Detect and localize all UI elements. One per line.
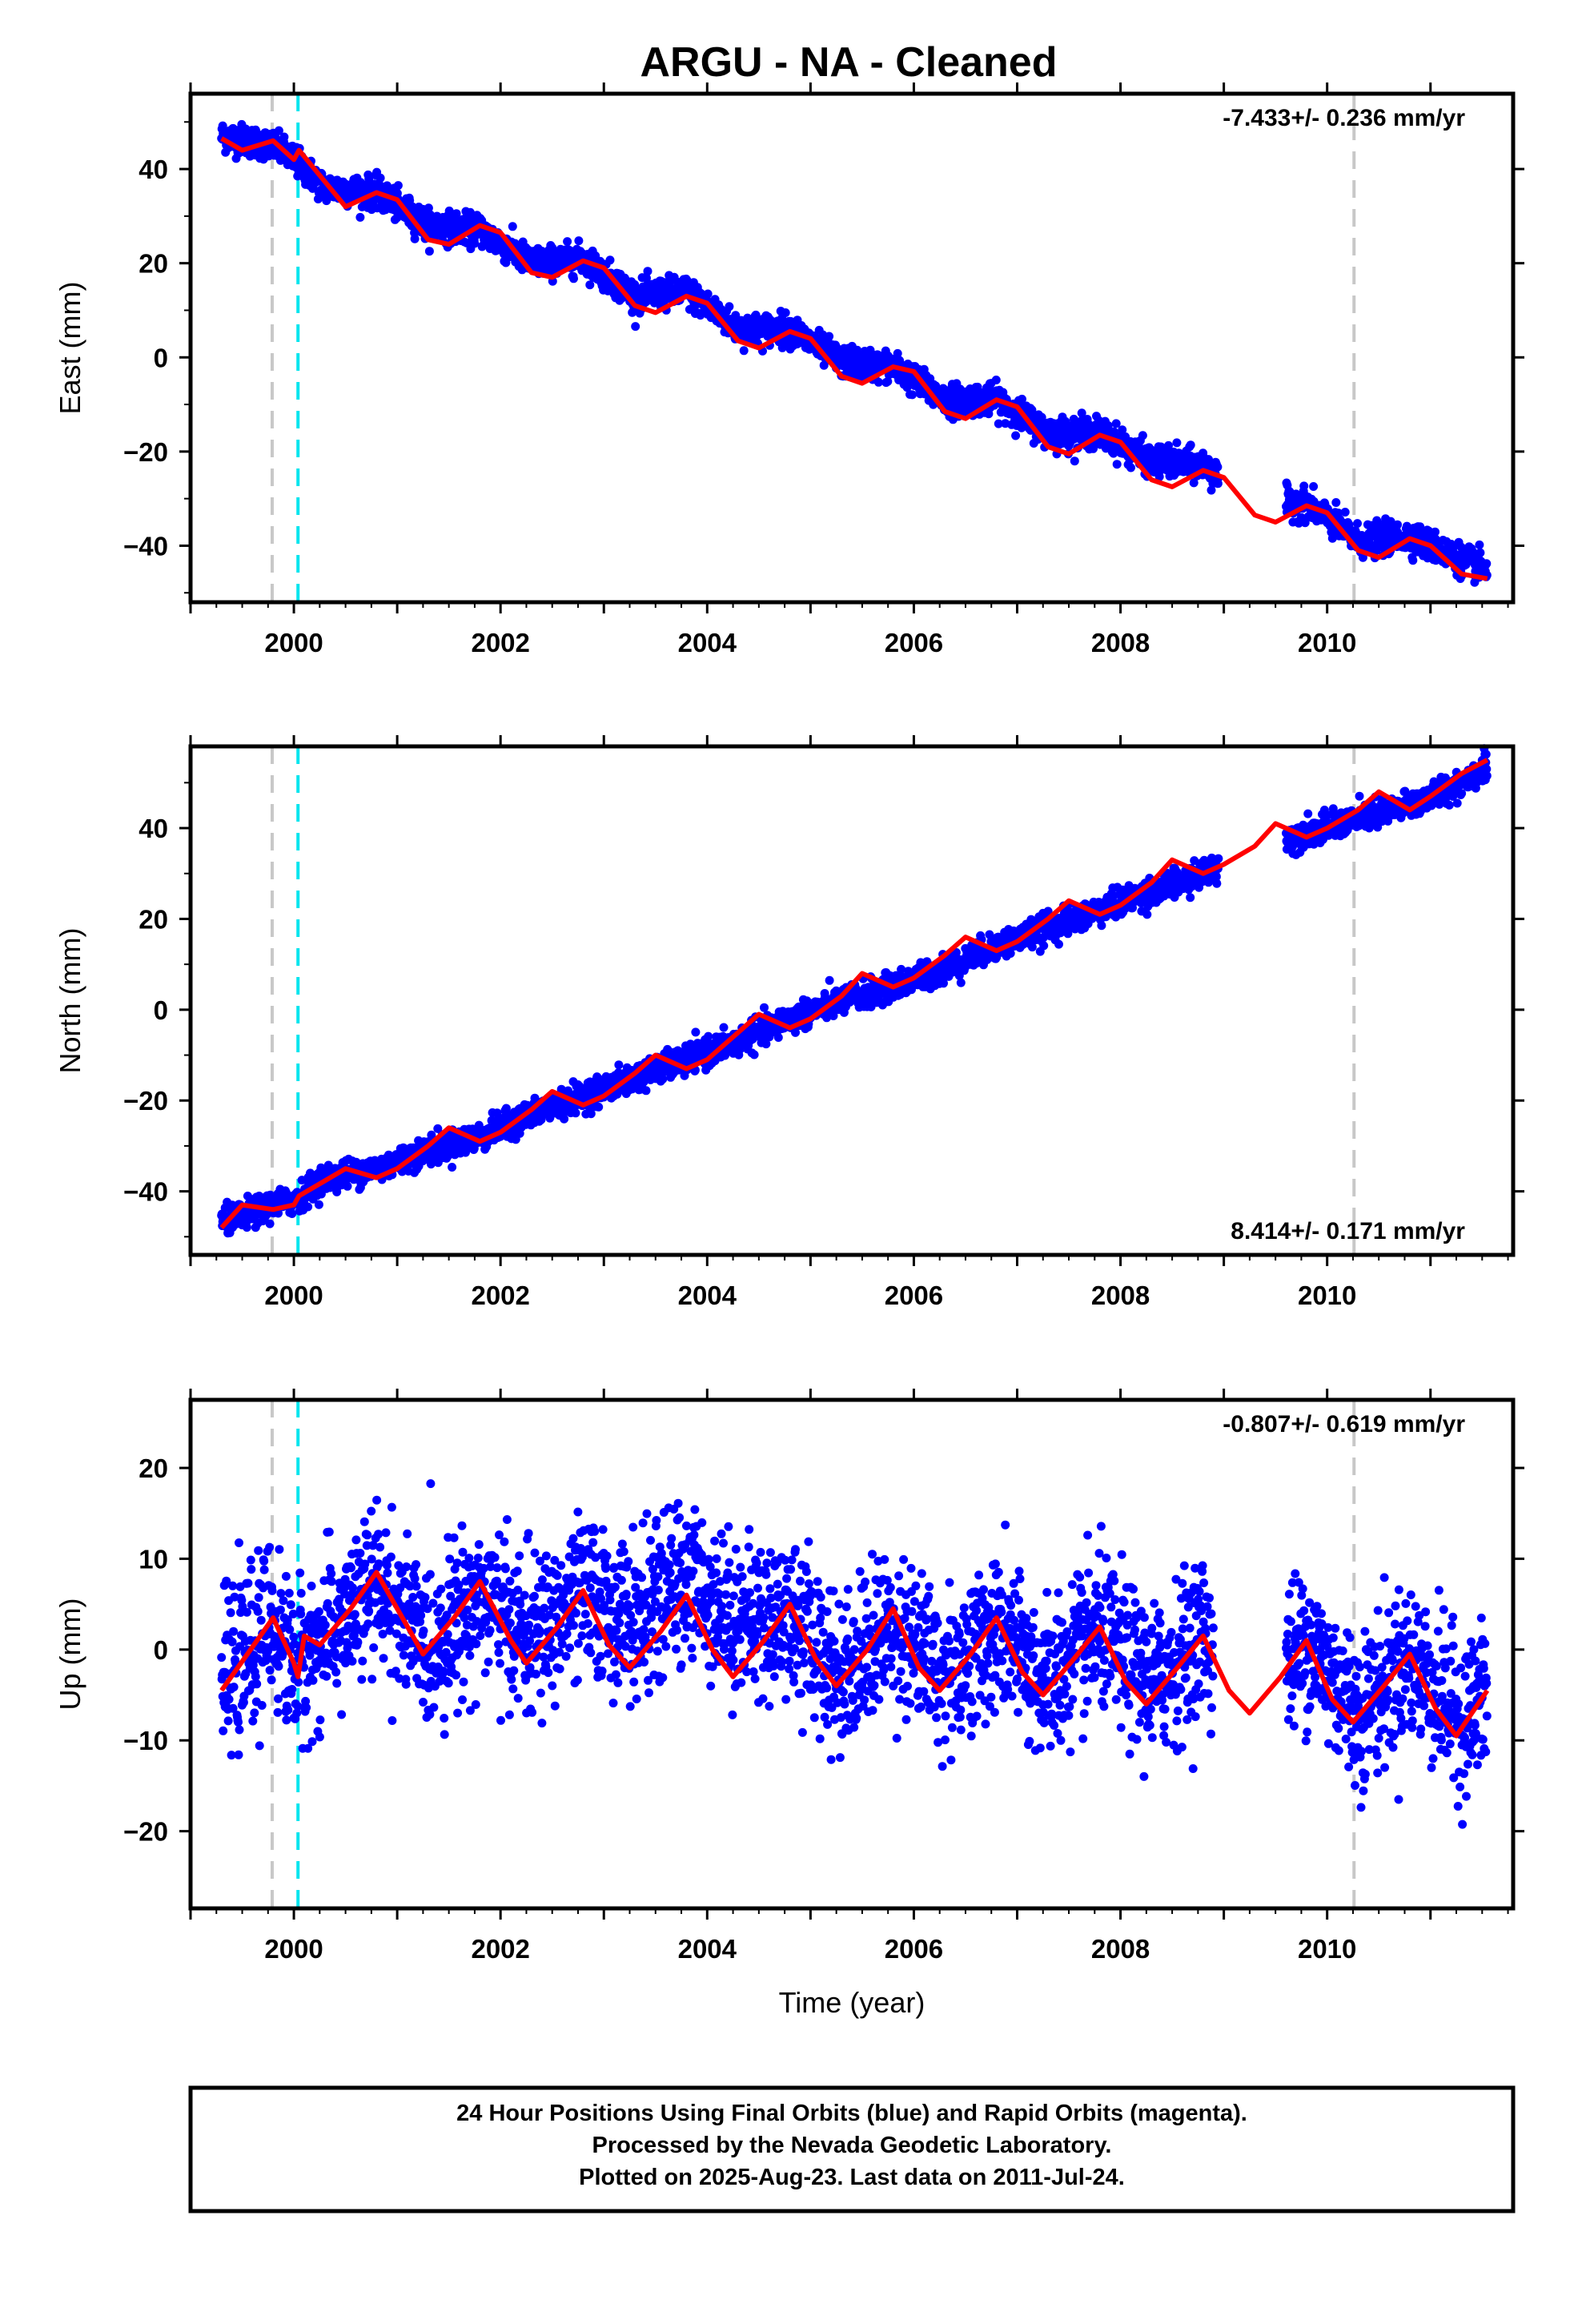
x-tick-label: 2004 bbox=[678, 628, 737, 657]
data-point bbox=[355, 212, 365, 222]
data-point bbox=[343, 1181, 352, 1191]
data-point bbox=[1331, 498, 1341, 507]
data-point bbox=[303, 1202, 313, 1212]
data-point bbox=[1112, 460, 1122, 469]
data-point bbox=[585, 280, 595, 290]
data-point bbox=[424, 203, 433, 213]
data-point bbox=[375, 173, 385, 183]
data-point bbox=[825, 975, 834, 985]
data-point bbox=[643, 267, 652, 276]
rate-label: -7.433+/- 0.236 mm/yr bbox=[1223, 105, 1465, 131]
data-point bbox=[1353, 519, 1362, 529]
data-point bbox=[508, 222, 517, 231]
data-points bbox=[217, 119, 1492, 587]
data-point bbox=[1340, 508, 1350, 517]
data-point bbox=[410, 234, 420, 243]
data-point bbox=[991, 376, 1001, 384]
data-point bbox=[773, 1033, 783, 1042]
data-point bbox=[1476, 548, 1485, 557]
data-point bbox=[1408, 556, 1418, 565]
data-point bbox=[658, 1075, 668, 1084]
data-point bbox=[1393, 520, 1402, 529]
data-point bbox=[452, 209, 461, 219]
x-tick-label: 2000 bbox=[264, 628, 323, 657]
data-point bbox=[760, 1003, 769, 1012]
data-point bbox=[1482, 559, 1492, 569]
x-tick-label: 2008 bbox=[1091, 628, 1150, 657]
data-point bbox=[719, 1023, 729, 1032]
data-point bbox=[1011, 431, 1021, 440]
data-point bbox=[1213, 462, 1223, 472]
data-point bbox=[1186, 440, 1195, 450]
data-point bbox=[287, 1209, 297, 1218]
data-point bbox=[631, 322, 640, 332]
x-tick-label: 2010 bbox=[1298, 628, 1356, 657]
y-tick-label: −20 bbox=[123, 437, 168, 467]
data-point bbox=[574, 236, 584, 246]
data-point bbox=[908, 390, 917, 400]
x-tick-label: 2006 bbox=[885, 628, 943, 657]
data-point bbox=[1138, 431, 1147, 440]
data-point bbox=[1299, 481, 1309, 491]
x-tick-label: 2002 bbox=[471, 628, 529, 657]
data-point bbox=[218, 121, 227, 131]
data-point bbox=[571, 1108, 580, 1118]
data-point bbox=[614, 1060, 624, 1070]
data-point bbox=[642, 273, 651, 283]
data-point bbox=[641, 1086, 651, 1096]
data-point bbox=[703, 289, 713, 299]
data-point bbox=[1070, 456, 1079, 466]
data-point bbox=[1475, 540, 1484, 549]
data-point bbox=[560, 1114, 569, 1124]
data-point bbox=[781, 308, 790, 317]
y-axis-label: East (mm) bbox=[54, 282, 86, 415]
data-point bbox=[265, 1219, 275, 1228]
data-point bbox=[279, 132, 289, 142]
data-point bbox=[1126, 463, 1135, 472]
y-tick-label: −40 bbox=[123, 531, 168, 561]
data-point bbox=[364, 174, 374, 183]
data-point bbox=[314, 1200, 323, 1209]
data-point bbox=[1309, 482, 1319, 491]
data-point bbox=[691, 1027, 701, 1037]
y-tick-label: 40 bbox=[139, 155, 168, 184]
data-point bbox=[749, 1050, 759, 1059]
data-point bbox=[704, 1031, 713, 1041]
data-point bbox=[731, 311, 741, 320]
y-tick-label: 0 bbox=[154, 343, 168, 372]
data-point bbox=[563, 237, 572, 247]
data-point bbox=[725, 302, 734, 312]
data-point bbox=[605, 255, 615, 265]
data-point bbox=[569, 274, 578, 283]
data-point bbox=[739, 346, 749, 356]
data-point bbox=[393, 181, 403, 191]
data-point bbox=[1172, 438, 1182, 448]
data-point bbox=[274, 126, 283, 135]
data-point bbox=[825, 332, 834, 341]
y-tick-label: 20 bbox=[139, 249, 168, 279]
data-point bbox=[470, 239, 480, 248]
data-point bbox=[424, 247, 434, 256]
chart-title: ARGU - NA - Cleaned bbox=[640, 39, 1058, 86]
east-panel: 40 20 0 −20 −40 2000 2002 2004 2006 2008 2010 East … bbox=[54, 82, 1524, 657]
data-point bbox=[448, 1163, 457, 1172]
data-point bbox=[594, 1102, 604, 1112]
data-point bbox=[873, 377, 883, 387]
